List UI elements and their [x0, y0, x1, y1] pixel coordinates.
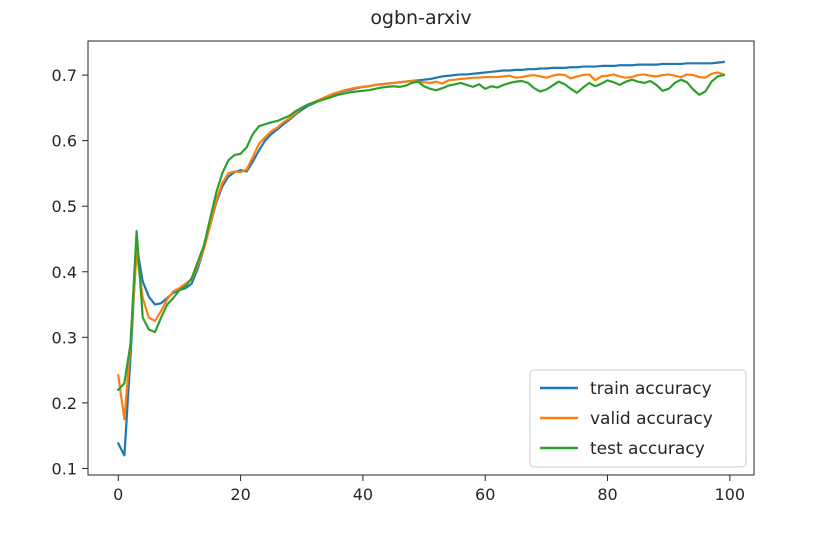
- x-tick-label: 100: [715, 485, 746, 504]
- x-axis: 0 20 40 60 80 100: [113, 475, 745, 504]
- legend: train accuracy valid accuracy test accurac…: [529, 369, 747, 468]
- series-layer: [116, 60, 726, 457]
- x-tick-label: 80: [597, 485, 617, 504]
- y-tick-label: 0.4: [52, 263, 77, 282]
- y-tick-label: 0.2: [52, 394, 77, 413]
- legend-label: valid accuracy: [590, 409, 713, 429]
- legend-label: test accuracy: [590, 439, 705, 459]
- series-line-1: [117, 71, 726, 421]
- series-line-2: [116, 73, 726, 392]
- y-tick-label: 0.6: [52, 132, 77, 151]
- y-tick-label: 0.3: [52, 328, 77, 347]
- x-tick-label: 60: [475, 485, 495, 504]
- y-tick-label: 0.7: [52, 66, 77, 85]
- legend-box: [529, 369, 747, 468]
- x-tick-label: 0: [113, 485, 123, 504]
- y-axis: 0.1 0.2 0.3 0.4 0.5 0.6 0.7: [52, 66, 88, 478]
- y-tick-label: 0.1: [52, 459, 77, 478]
- y-tick-label: 0.5: [52, 197, 77, 216]
- chart-title: ogbn-arxiv: [370, 7, 471, 29]
- x-tick-label: 20: [230, 485, 250, 504]
- x-tick-label: 40: [353, 485, 373, 504]
- legend-label: train accuracy: [590, 379, 712, 399]
- plot-frame: [87, 40, 755, 476]
